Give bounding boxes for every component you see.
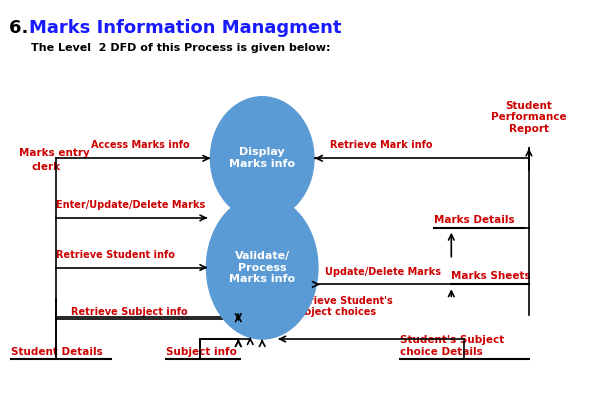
Text: Marks Details: Marks Details [434,215,515,225]
Text: Enter/Update/Delete Marks: Enter/Update/Delete Marks [56,200,205,210]
Text: Student Details: Student Details [11,347,103,357]
Text: Retrieve Student's
Subject choices: Retrieve Student's Subject choices [290,296,393,317]
Text: Subject info: Subject info [166,347,236,357]
Text: Marks Information Managment: Marks Information Managment [29,19,342,37]
Text: Student
Performance
Report: Student Performance Report [491,101,567,134]
Text: Marks Sheets: Marks Sheets [451,272,531,282]
Ellipse shape [206,196,318,339]
Text: 6.: 6. [10,19,35,37]
Text: Display
Marks info: Display Marks info [229,148,295,169]
Text: Marks entry: Marks entry [19,148,90,158]
Text: Update/Delete Marks: Update/Delete Marks [325,268,441,278]
Text: clerk: clerk [31,162,61,172]
Text: Retrieve Subject info: Retrieve Subject info [71,307,188,317]
Text: Retrieve Student info: Retrieve Student info [56,250,175,260]
Text: Retrieve Mark info: Retrieve Mark info [330,140,433,150]
Ellipse shape [211,97,314,220]
Text: Access Marks info: Access Marks info [91,140,190,150]
Text: Student's Subject
choice Details: Student's Subject choice Details [400,335,504,357]
Text: Validate/
Process
Marks info: Validate/ Process Marks info [229,251,295,284]
Text: The Level  2 DFD of this Process is given below:: The Level 2 DFD of this Process is given… [31,43,331,53]
